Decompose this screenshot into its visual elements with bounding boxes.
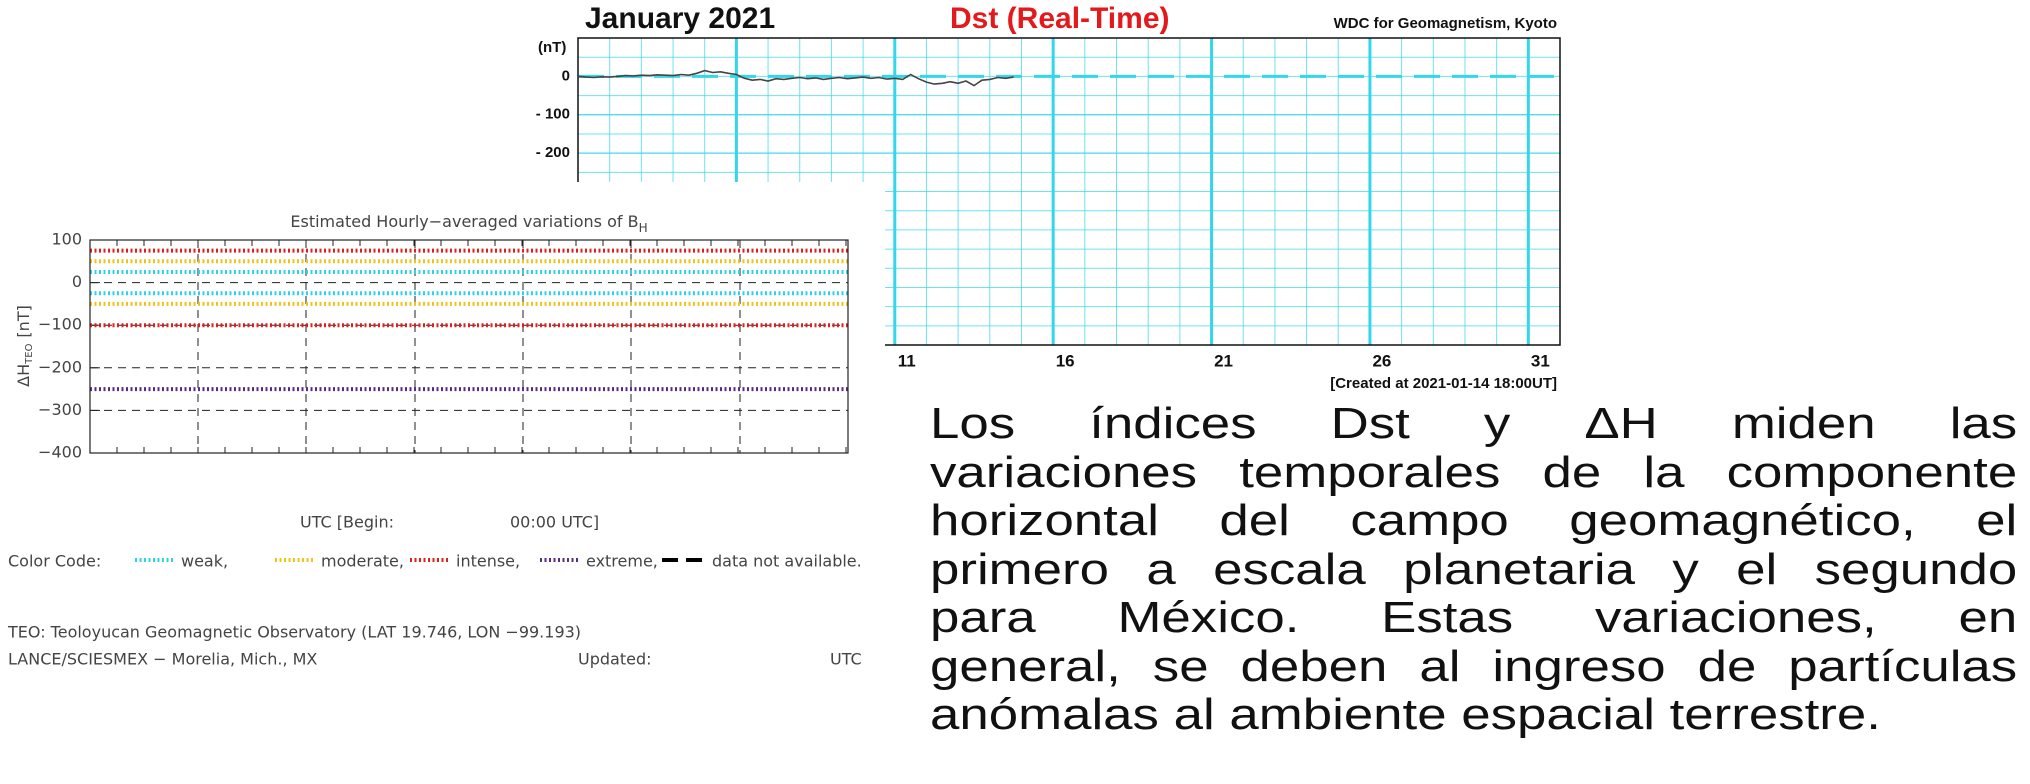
note: LANCE/SCIESMEX − Morelia, Mich., MX xyxy=(8,650,317,669)
legend-label: moderate, xyxy=(321,552,404,571)
vertical-grid xyxy=(197,240,741,453)
paragraph: Los índices Dst y ΔH miden las variacione… xyxy=(930,399,2018,740)
y-axis-label: ΔHTEO [nT] xyxy=(14,305,36,387)
note: TEO: Teoloyucan Geomagnetic Observatory … xyxy=(7,623,581,642)
dst-chart: 11 16 21 26 31 0 - 100 - 200 January 2021 Dst (Re… xyxy=(536,2,1561,392)
paragraph-line: horizontal del campo geomagnético, el xyxy=(930,496,2018,545)
title-subscript: H xyxy=(639,221,648,235)
legend-label: extreme, xyxy=(586,552,658,571)
chart-title: January 2021 xyxy=(585,2,775,35)
y-tick-label: −200 xyxy=(38,357,82,376)
paragraph-line: primero a escala planetaria y el segundo xyxy=(930,544,2018,594)
updated-unit: UTC xyxy=(830,650,862,669)
y-tick-label: −100 xyxy=(38,315,82,334)
dst-line xyxy=(577,69,1014,87)
y-axis-label-unit: [nT] xyxy=(14,305,33,337)
legend-label: intense, xyxy=(456,552,520,571)
x-tick-label: 26 xyxy=(1372,351,1391,370)
y-axis-label: (nT) xyxy=(538,39,566,56)
legend-label: weak, xyxy=(181,552,228,571)
paragraph-line: anómalas al ambiente espacial terrestre. xyxy=(930,690,1881,739)
y-axis-label-main: ΔH xyxy=(14,364,33,387)
y-axis-label-subscript: TEO xyxy=(24,343,35,364)
legend-label: data not available. xyxy=(712,552,862,571)
paragraph-line: variaciones temporales de la componente xyxy=(930,447,2018,497)
x-tick-label: 31 xyxy=(1531,351,1550,370)
x-tick-label: 21 xyxy=(1214,351,1233,370)
y-tick-label: −300 xyxy=(38,400,82,419)
chart-title: Estimated Hourly−averaged variations of … xyxy=(290,212,647,235)
updated-label: Updated: xyxy=(578,650,652,669)
legend-title: Color Code: xyxy=(8,552,101,571)
y-tick-label: 0 xyxy=(72,272,82,291)
y-tick-label: - 100 xyxy=(536,106,570,123)
x-axis-label: UTC [Begin: xyxy=(300,513,394,532)
paragraph-line: Los índices Dst y ΔH miden las xyxy=(930,399,2018,448)
paragraph-line: general, se deben al ingreso de partícul… xyxy=(930,641,2018,691)
delta-h-chart: 100 0 −100 −200 −300 −400 Estimated Hourly−ave… xyxy=(7,212,862,669)
y-tick-label: −400 xyxy=(38,443,82,462)
plot-frame xyxy=(89,239,849,454)
y-tick-label: - 200 xyxy=(536,144,570,161)
y-tick-label: 0 xyxy=(562,67,570,84)
chart-subtitle: Dst (Real-Time) xyxy=(950,2,1170,35)
y-tick-label: 100 xyxy=(51,230,82,249)
x-axis-label-end: 00:00 UTC] xyxy=(510,513,599,532)
source: WDC for Geomagnetism, Kyoto xyxy=(1334,15,1557,32)
x-tick-label: 16 xyxy=(1056,351,1075,370)
x-tick-label: 11 xyxy=(898,351,916,370)
title-main: Estimated Hourly−averaged variations of … xyxy=(290,212,638,231)
paragraph-line: para México. Estas variaciones, en xyxy=(930,593,2018,642)
annotation: [Created at 2021-01-14 18:00UT] xyxy=(1330,375,1557,392)
